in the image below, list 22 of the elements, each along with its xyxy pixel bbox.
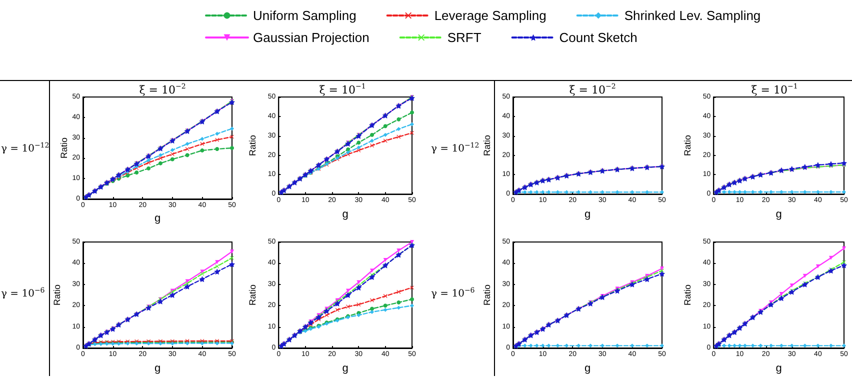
y-axis-title: Ratio — [682, 284, 692, 306]
y-axis-title: Ratio — [682, 135, 692, 156]
legend-label: Shrinked Lev. Sampling — [624, 8, 761, 23]
legend-label: Count Sketch — [559, 30, 638, 45]
x-axis-title: g — [342, 208, 348, 220]
y-axis-title: Ratio — [58, 137, 69, 159]
x-axis-title: g — [776, 208, 782, 220]
x-axis-title: g — [154, 212, 161, 224]
legend-label: Uniform Sampling — [253, 8, 356, 23]
y-axis-title: Ratio — [248, 135, 258, 156]
x-axis-title: g — [342, 362, 348, 374]
legend-label: Gaussian Projection — [253, 30, 370, 45]
x-axis-title: g — [584, 208, 591, 220]
legend-label: SRFT — [447, 30, 482, 45]
y-axis-title: Ratio — [482, 135, 492, 156]
x-axis-title: g — [154, 362, 161, 374]
x-axis-title: g — [776, 362, 782, 374]
y-axis-title: Ratio — [482, 284, 492, 306]
y-axis-title: Ratio — [52, 284, 62, 306]
x-axis-title: g — [584, 362, 591, 374]
y-axis-title: Ratio — [248, 284, 258, 306]
legend-label: Leverage Sampling — [434, 8, 546, 23]
